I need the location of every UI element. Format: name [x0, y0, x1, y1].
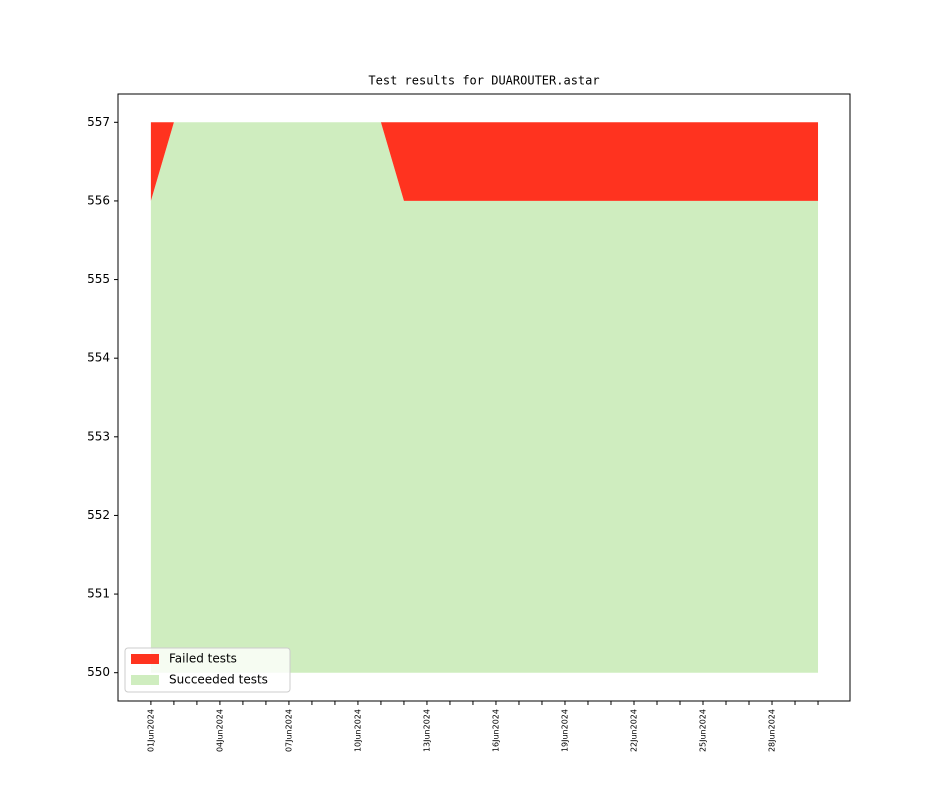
- y-tick-label: 556: [87, 193, 110, 207]
- legend-label: Failed tests: [169, 652, 237, 666]
- x-tick-label: 19Jun2024: [560, 709, 569, 752]
- chart-title: Test results for DUAROUTER.astar: [368, 74, 599, 88]
- x-tick-label: 25Jun2024: [699, 709, 708, 752]
- x-tick-label: 28Jun2024: [768, 709, 777, 752]
- area: [150, 122, 819, 201]
- y-tick-label: 550: [87, 665, 110, 679]
- axes-frame: [117, 93, 851, 702]
- legend: Failed tests Succeeded tests: [124, 647, 291, 693]
- x-tick-label: 01Jun2024: [146, 709, 155, 752]
- legend-swatch: [131, 654, 159, 664]
- y-tick-label: 553: [87, 429, 110, 443]
- y-tick-label: 552: [87, 508, 110, 522]
- legend-frame: [124, 647, 291, 693]
- area: [150, 122, 819, 673]
- x-tick-label: 22Jun2024: [629, 709, 638, 752]
- y-tick-label: 555: [87, 272, 110, 286]
- x-tick-label: 07Jun2024: [284, 709, 293, 752]
- x-tick-label: 04Jun2024: [215, 709, 224, 752]
- y-tick-label: 551: [87, 587, 110, 601]
- y-tick-label: 554: [87, 351, 110, 365]
- x-tick-label: 13Jun2024: [422, 709, 431, 752]
- x-tick-label: 10Jun2024: [353, 709, 362, 752]
- y-tick-label: 557: [87, 115, 110, 129]
- legend-label: Succeeded tests: [169, 673, 268, 687]
- legend-swatch: [131, 675, 159, 685]
- x-tick-label: 16Jun2024: [491, 709, 500, 752]
